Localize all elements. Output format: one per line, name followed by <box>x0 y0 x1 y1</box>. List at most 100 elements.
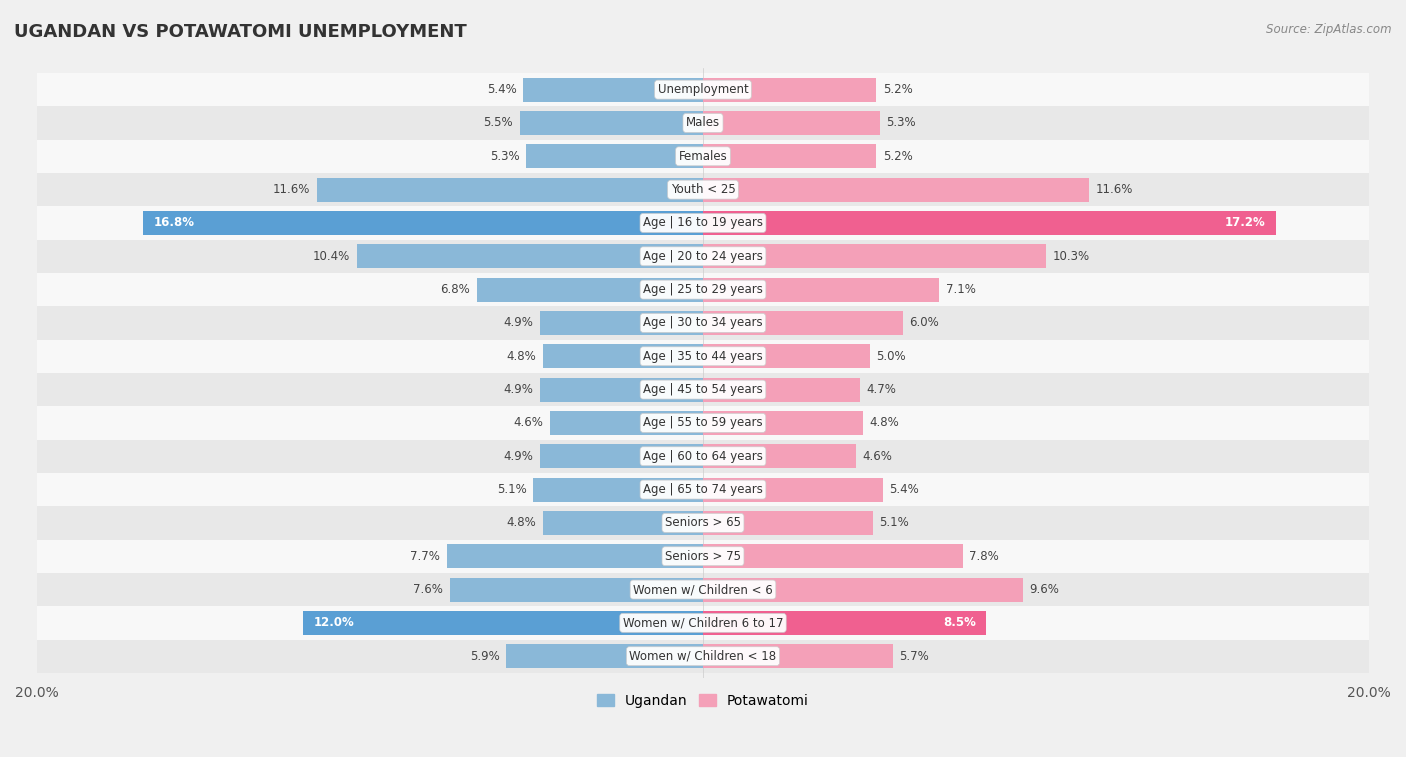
Bar <box>37 540 1369 573</box>
Text: 5.3%: 5.3% <box>886 117 915 129</box>
Bar <box>37 240 1369 273</box>
Text: 10.4%: 10.4% <box>312 250 350 263</box>
Text: Age | 30 to 34 years: Age | 30 to 34 years <box>643 316 763 329</box>
Bar <box>550 411 703 435</box>
Bar <box>357 245 703 268</box>
Bar <box>37 473 1369 506</box>
Text: 5.1%: 5.1% <box>496 483 526 496</box>
Text: 6.8%: 6.8% <box>440 283 470 296</box>
Text: 10.3%: 10.3% <box>1053 250 1090 263</box>
Bar <box>703 245 1046 268</box>
Bar <box>703 644 893 668</box>
Text: Source: ZipAtlas.com: Source: ZipAtlas.com <box>1267 23 1392 36</box>
Bar <box>703 611 986 635</box>
Bar <box>37 606 1369 640</box>
Text: Age | 16 to 19 years: Age | 16 to 19 years <box>643 217 763 229</box>
Text: Youth < 25: Youth < 25 <box>671 183 735 196</box>
Bar <box>703 111 880 135</box>
Text: 4.9%: 4.9% <box>503 383 533 396</box>
Bar <box>477 278 703 301</box>
Bar <box>543 344 703 368</box>
Text: 16.8%: 16.8% <box>153 217 194 229</box>
Text: Age | 65 to 74 years: Age | 65 to 74 years <box>643 483 763 496</box>
Bar <box>703 511 873 535</box>
Bar <box>316 178 703 201</box>
Bar <box>450 578 703 602</box>
Bar <box>543 511 703 535</box>
Bar <box>540 311 703 335</box>
Bar <box>703 344 869 368</box>
Bar <box>703 78 876 101</box>
Text: 4.6%: 4.6% <box>863 450 893 463</box>
Text: Females: Females <box>679 150 727 163</box>
Text: 9.6%: 9.6% <box>1029 583 1059 596</box>
Text: Women w/ Children < 18: Women w/ Children < 18 <box>630 650 776 662</box>
Text: 4.9%: 4.9% <box>503 450 533 463</box>
Text: 7.7%: 7.7% <box>411 550 440 562</box>
Bar <box>37 207 1369 240</box>
Bar <box>703 378 859 401</box>
Text: 4.6%: 4.6% <box>513 416 543 429</box>
Text: 5.7%: 5.7% <box>900 650 929 662</box>
Text: 5.2%: 5.2% <box>883 150 912 163</box>
Text: Age | 60 to 64 years: Age | 60 to 64 years <box>643 450 763 463</box>
Bar <box>703 444 856 469</box>
Text: Seniors > 75: Seniors > 75 <box>665 550 741 562</box>
Text: 5.2%: 5.2% <box>883 83 912 96</box>
Text: 4.9%: 4.9% <box>503 316 533 329</box>
Text: 7.8%: 7.8% <box>970 550 1000 562</box>
Bar <box>703 544 963 569</box>
Text: 6.0%: 6.0% <box>910 316 939 329</box>
Text: Age | 20 to 24 years: Age | 20 to 24 years <box>643 250 763 263</box>
Text: 8.5%: 8.5% <box>943 616 976 629</box>
Bar <box>37 640 1369 673</box>
Bar <box>520 111 703 135</box>
Bar <box>506 644 703 668</box>
Text: Unemployment: Unemployment <box>658 83 748 96</box>
Bar <box>37 506 1369 540</box>
Text: 5.1%: 5.1% <box>880 516 910 529</box>
Bar <box>37 106 1369 139</box>
Bar <box>533 478 703 502</box>
Text: 12.0%: 12.0% <box>314 616 354 629</box>
Text: 7.1%: 7.1% <box>946 283 976 296</box>
Bar <box>703 311 903 335</box>
Text: 5.4%: 5.4% <box>486 83 516 96</box>
Bar <box>37 440 1369 473</box>
Bar <box>447 544 703 569</box>
Bar <box>37 139 1369 173</box>
Text: 11.6%: 11.6% <box>1097 183 1133 196</box>
Text: Males: Males <box>686 117 720 129</box>
Text: 4.7%: 4.7% <box>866 383 896 396</box>
Text: 5.4%: 5.4% <box>890 483 920 496</box>
Bar <box>37 173 1369 207</box>
Bar <box>703 178 1090 201</box>
Bar <box>143 211 703 235</box>
Bar <box>540 444 703 469</box>
Bar <box>37 407 1369 440</box>
Text: 11.6%: 11.6% <box>273 183 309 196</box>
Text: Age | 45 to 54 years: Age | 45 to 54 years <box>643 383 763 396</box>
Bar <box>523 78 703 101</box>
Text: 17.2%: 17.2% <box>1225 217 1265 229</box>
Bar <box>37 340 1369 373</box>
Bar <box>703 411 863 435</box>
Bar <box>37 73 1369 106</box>
Text: 5.0%: 5.0% <box>876 350 905 363</box>
Bar <box>703 278 939 301</box>
Bar <box>304 611 703 635</box>
Text: 7.6%: 7.6% <box>413 583 443 596</box>
Text: 4.8%: 4.8% <box>869 416 900 429</box>
Bar <box>37 273 1369 307</box>
Text: 5.9%: 5.9% <box>470 650 499 662</box>
Bar <box>37 573 1369 606</box>
Bar <box>703 478 883 502</box>
Bar <box>703 145 876 168</box>
Bar <box>37 307 1369 340</box>
Text: Age | 25 to 29 years: Age | 25 to 29 years <box>643 283 763 296</box>
Legend: Ugandan, Potawatomi: Ugandan, Potawatomi <box>592 689 814 714</box>
Bar <box>540 378 703 401</box>
Text: Seniors > 65: Seniors > 65 <box>665 516 741 529</box>
Bar <box>526 145 703 168</box>
Bar <box>703 578 1022 602</box>
